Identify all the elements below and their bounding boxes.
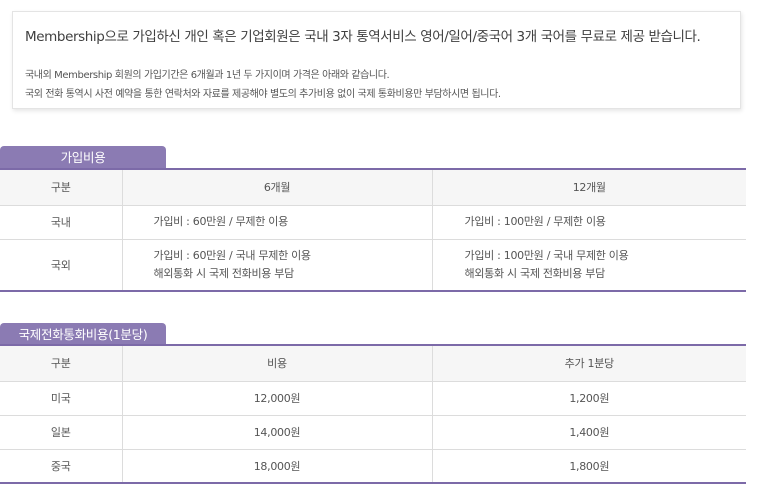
fee-domestic-12-months: 가입비 : 100만원 / 무제한 이용 <box>431 205 746 240</box>
table-header-row: 구분 비용 추가 1분당 <box>0 345 746 382</box>
column-header-12-months: 12개월 <box>431 169 746 206</box>
row-label-japan: 일본 <box>0 415 122 450</box>
fee-line-note: 해외통화 시 국제 전화비용 부담 <box>153 266 295 280</box>
table-row-japan: 일본 14,000원 1,400원 <box>0 415 746 450</box>
section-tab-international-call-cost: 국제전화통화비용(1분당) <box>0 323 166 346</box>
table-row-domestic: 국내 가입비 : 60만원 / 무제한 이용 가입비 : 100만원 / 무제한… <box>0 205 746 240</box>
table-row-china: 중국 18,000원 1,800원 <box>0 449 746 483</box>
cost-japan: 14,000원 <box>121 415 432 450</box>
extra-cost-china: 1,800원 <box>431 449 746 483</box>
extra-cost-usa: 1,200원 <box>431 381 746 416</box>
fee-line: 가입비 : 60만원 / 국내 무제한 이용 <box>153 248 312 262</box>
cost-china: 18,000원 <box>121 449 432 483</box>
notice-description-period: 국내외 Membership 회원의 가입기간은 6개월과 1년 두 가지이며 … <box>25 70 390 81</box>
row-label-usa: 미국 <box>0 381 122 416</box>
extra-cost-japan: 1,400원 <box>431 415 746 450</box>
column-header-cost: 비용 <box>121 345 432 382</box>
row-label-overseas: 국외 <box>50 258 71 272</box>
fee-overseas-12-months: 가입비 : 100만원 / 국내 무제한 이용 해외통화 시 국제 전화비용 부… <box>431 239 746 291</box>
column-header-extra-per-minute: 추가 1분당 <box>431 345 746 382</box>
row-label-china: 중국 <box>50 459 71 473</box>
fee-overseas-6-months: 가입비 : 60만원 / 국내 무제한 이용 해외통화 시 국제 전화비용 부담 <box>121 239 432 291</box>
cost-usa: 12,000원 <box>121 381 432 416</box>
notice-headline: Membership으로 가입하신 개인 혹은 기업회원은 국내 3자 통역서비… <box>25 29 701 45</box>
fee-line: 가입비 : 60만원 / 무제한 이용 <box>153 215 289 228</box>
fee-line-note: 해외통화 시 국제 전화비용 부담 <box>464 266 606 280</box>
column-header-category: 구분 <box>0 169 122 206</box>
column-header-category: 구분 <box>0 345 122 382</box>
notice-description-overseas: 국외 전화 통역시 사전 예약을 통한 연락처와 자료를 제공해야 별도의 추가… <box>25 89 501 100</box>
table-header-row: 구분 6개월 12개월 <box>0 169 746 206</box>
membership-notice-box: Membership으로 가입하신 개인 혹은 기업회원은 국내 3자 통역서비… <box>12 11 741 109</box>
column-header-6-months: 6개월 <box>121 169 432 206</box>
row-label-domestic: 국내 <box>0 205 122 240</box>
section-tab-membership-fee: 가입비용 <box>0 146 166 169</box>
membership-fee-table: 구분 6개월 12개월 국내 가입비 : 60만원 / 무제한 이용 가입비 :… <box>0 168 746 292</box>
table-row-overseas: 국외 가입비 : 60만원 / 국내 무제한 이용 해외통화 시 국제 전화비용… <box>0 239 746 291</box>
fee-domestic-6-months: 가입비 : 60만원 / 무제한 이용 <box>121 205 432 240</box>
table-row-usa: 미국 12,000원 1,200원 <box>0 381 746 416</box>
international-call-cost-table: 구분 비용 추가 1분당 미국 12,000원 1,200원 일본 14,000… <box>0 344 746 484</box>
fee-line: 가입비 : 100만원 / 국내 무제한 이용 <box>464 248 629 262</box>
fee-line: 가입비 : 100만원 / 무제한 이용 <box>464 215 606 228</box>
